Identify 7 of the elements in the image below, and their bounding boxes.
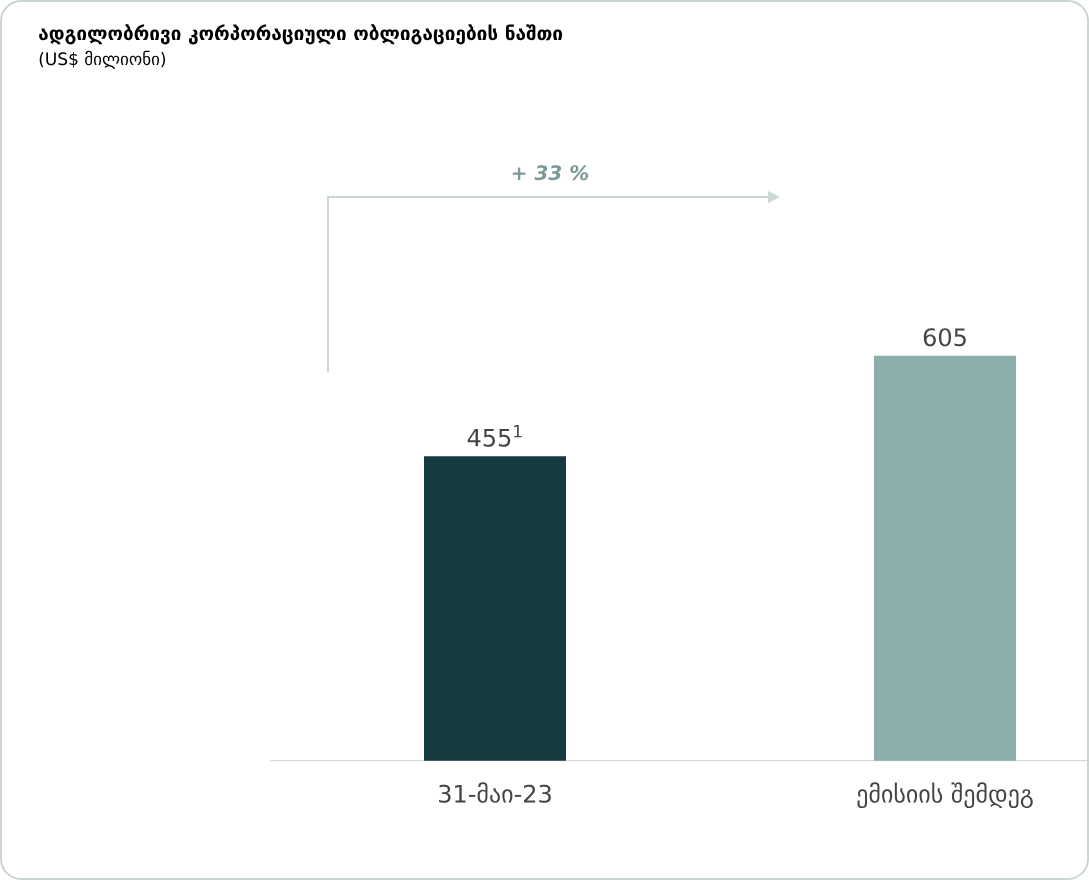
x-tick-label: ემისიის შემდეგ — [857, 782, 1033, 809]
data-label: 455$^{1}$ — [467, 425, 522, 447]
text: (US$ მილიონი) — [39, 50, 166, 69]
chart-title: ადგილობრივი კორპორაციული ობლიგაციების ნაშთი — [39, 24, 563, 45]
text: + 33 % — [512, 165, 589, 181]
data-label: 605 — [923, 328, 966, 347]
x-tick-label: 31-მაი-23 — [439, 782, 551, 803]
